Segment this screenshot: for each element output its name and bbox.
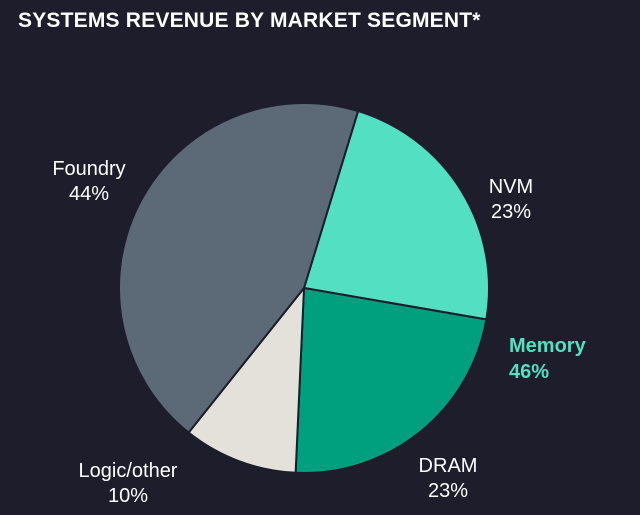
slice-name-foundry: Foundry xyxy=(52,158,126,180)
slice-label-foundry: Foundry 44% xyxy=(52,157,125,207)
pie-slice-dram xyxy=(294,286,488,474)
slice-name-dram: DRAM xyxy=(418,455,478,477)
slice-name-logic-other: Logic/other xyxy=(78,460,178,482)
slice-label-nvm: NVM 23% xyxy=(489,175,533,225)
slice-name-nvm: NVM xyxy=(488,176,534,198)
slice-label-logic-other: Logic/other 10% xyxy=(79,459,178,509)
pie-slice-nvm xyxy=(302,109,490,321)
slice-pct-logic-other: 10% xyxy=(107,485,149,507)
slice-label-dram: DRAM 23% xyxy=(419,454,478,504)
memory-callout-pct: 46% xyxy=(509,361,550,383)
chart-title: SYSTEMS REVENUE BY MARKET SEGMENT* xyxy=(18,9,481,32)
slice-pct-foundry: 44% xyxy=(68,183,110,205)
memory-callout-label: Memory xyxy=(509,335,586,357)
pie-slice-foundry xyxy=(118,102,360,434)
pie-slice-logic-other xyxy=(187,284,306,474)
slice-pct-dram: 23% xyxy=(427,480,469,502)
memory-callout: Memory 46% xyxy=(509,333,586,385)
slice-pct-nvm: 23% xyxy=(490,201,532,223)
